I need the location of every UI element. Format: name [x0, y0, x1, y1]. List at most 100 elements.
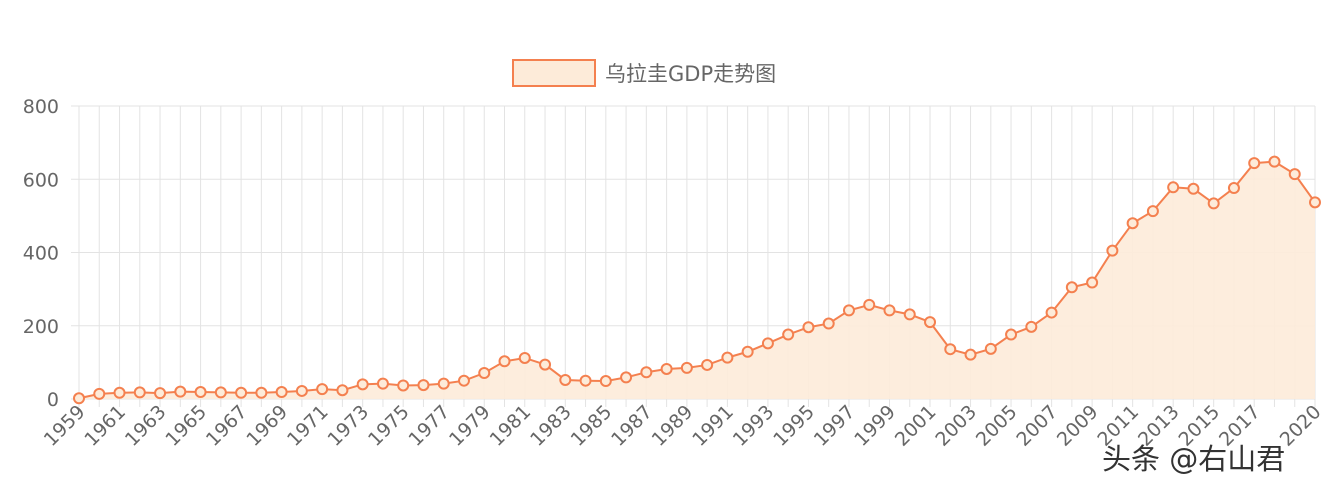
x-tick-label: 2001 — [891, 401, 941, 451]
data-point[interactable] — [1106, 244, 1119, 257]
x-tick-label: 1965 — [161, 401, 211, 451]
data-point[interactable] — [1207, 197, 1220, 210]
data-point[interactable] — [924, 316, 937, 329]
x-tick-label: 1983 — [526, 401, 576, 451]
data-point[interactable] — [356, 378, 369, 391]
data-point[interactable] — [235, 386, 248, 399]
x-tick-label: 2005 — [972, 401, 1022, 451]
x-tick-label: 1987 — [607, 401, 657, 451]
series-area-fill — [79, 161, 1315, 399]
x-tick-label: 1969 — [242, 401, 292, 451]
data-point[interactable] — [1288, 168, 1301, 181]
data-point[interactable] — [1146, 205, 1159, 218]
data-point[interactable] — [660, 362, 673, 375]
legend-label[interactable]: 乌拉圭GDP走势图 — [605, 62, 776, 86]
data-point[interactable] — [579, 374, 592, 387]
data-point[interactable] — [539, 358, 552, 371]
data-point[interactable] — [701, 358, 714, 371]
x-tick-label: 2009 — [1053, 401, 1103, 451]
data-point[interactable] — [1187, 182, 1200, 195]
x-tick-label: 1963 — [121, 401, 171, 451]
x-tick-label: 1961 — [80, 401, 130, 451]
data-point[interactable] — [174, 385, 187, 398]
y-tick-label: 200 — [23, 316, 59, 338]
data-point[interactable] — [782, 328, 795, 341]
data-point[interactable] — [559, 373, 572, 386]
y-axis: 0 200 400 600 800 — [23, 96, 59, 411]
x-tick-label: 1997 — [810, 401, 860, 451]
data-point[interactable] — [1167, 181, 1180, 194]
data-point[interactable] — [295, 384, 308, 397]
y-tick-label: 600 — [23, 169, 59, 191]
data-point[interactable] — [194, 386, 207, 399]
x-tick-label: 1979 — [445, 401, 495, 451]
data-point[interactable] — [154, 387, 167, 400]
data-point[interactable] — [376, 377, 389, 390]
y-tick-label: 800 — [23, 96, 59, 118]
data-point[interactable] — [518, 351, 531, 364]
x-tick-label: 1985 — [567, 401, 617, 451]
data-point[interactable] — [680, 361, 693, 374]
data-point[interactable] — [316, 383, 329, 396]
data-point[interactable] — [903, 308, 916, 321]
data-point[interactable] — [417, 379, 430, 392]
legend[interactable]: 乌拉圭GDP走势图 — [512, 59, 776, 87]
data-point[interactable] — [1005, 328, 1018, 341]
legend-swatch[interactable] — [512, 59, 596, 87]
data-point[interactable] — [1309, 196, 1321, 209]
x-tick-label: 1993 — [729, 401, 779, 451]
x-tick-label: 1989 — [648, 401, 698, 451]
data-point[interactable] — [73, 392, 85, 405]
data-point[interactable] — [863, 298, 876, 311]
data-point[interactable] — [599, 375, 612, 388]
data-point[interactable] — [1227, 182, 1240, 195]
data-point[interactable] — [93, 387, 106, 400]
data-point[interactable] — [1248, 157, 1261, 170]
data-point[interactable] — [1126, 217, 1139, 230]
data-point[interactable] — [397, 379, 410, 392]
x-tick-label: 2007 — [1012, 401, 1062, 451]
data-point[interactable] — [1025, 320, 1038, 333]
data-point[interactable] — [275, 386, 288, 399]
data-point[interactable] — [133, 386, 146, 399]
data-point[interactable] — [944, 343, 957, 356]
data-point[interactable] — [336, 384, 349, 397]
data-point[interactable] — [255, 386, 268, 399]
x-tick-label: 2003 — [931, 401, 981, 451]
data-point[interactable] — [741, 345, 754, 358]
x-tick-label: 1967 — [202, 401, 252, 451]
series-points — [73, 155, 1321, 405]
x-tick-label: 1999 — [850, 401, 900, 451]
data-point[interactable] — [964, 348, 977, 361]
data-point[interactable] — [802, 321, 815, 334]
x-tick-label: 1977 — [405, 401, 455, 451]
data-point[interactable] — [1268, 155, 1281, 168]
watermark-text: 头条 @右山君 — [1102, 442, 1285, 476]
data-point[interactable] — [1065, 281, 1078, 294]
data-point[interactable] — [761, 337, 774, 350]
data-point[interactable] — [214, 386, 227, 399]
data-point[interactable] — [620, 371, 633, 384]
x-tick-label: 1981 — [486, 401, 536, 451]
data-point[interactable] — [1045, 306, 1058, 319]
data-point[interactable] — [478, 366, 491, 379]
y-tick-label: 0 — [47, 389, 59, 411]
y-tick-label: 400 — [23, 243, 59, 265]
x-tick-label: 1995 — [769, 401, 819, 451]
data-point[interactable] — [721, 351, 734, 364]
data-point[interactable] — [984, 342, 997, 355]
data-point[interactable] — [498, 355, 511, 368]
data-point[interactable] — [113, 386, 126, 399]
x-tick-label: 1975 — [364, 401, 414, 451]
data-point[interactable] — [437, 377, 450, 390]
data-point[interactable] — [457, 374, 470, 387]
data-point[interactable] — [640, 366, 653, 379]
x-tick-label: 1973 — [323, 401, 373, 451]
data-point[interactable] — [883, 304, 896, 317]
x-tick-label: 1971 — [283, 401, 333, 451]
data-point[interactable] — [822, 317, 835, 330]
data-point[interactable] — [842, 304, 855, 317]
x-tick-label: 1991 — [688, 401, 738, 451]
data-point[interactable] — [1086, 276, 1099, 289]
